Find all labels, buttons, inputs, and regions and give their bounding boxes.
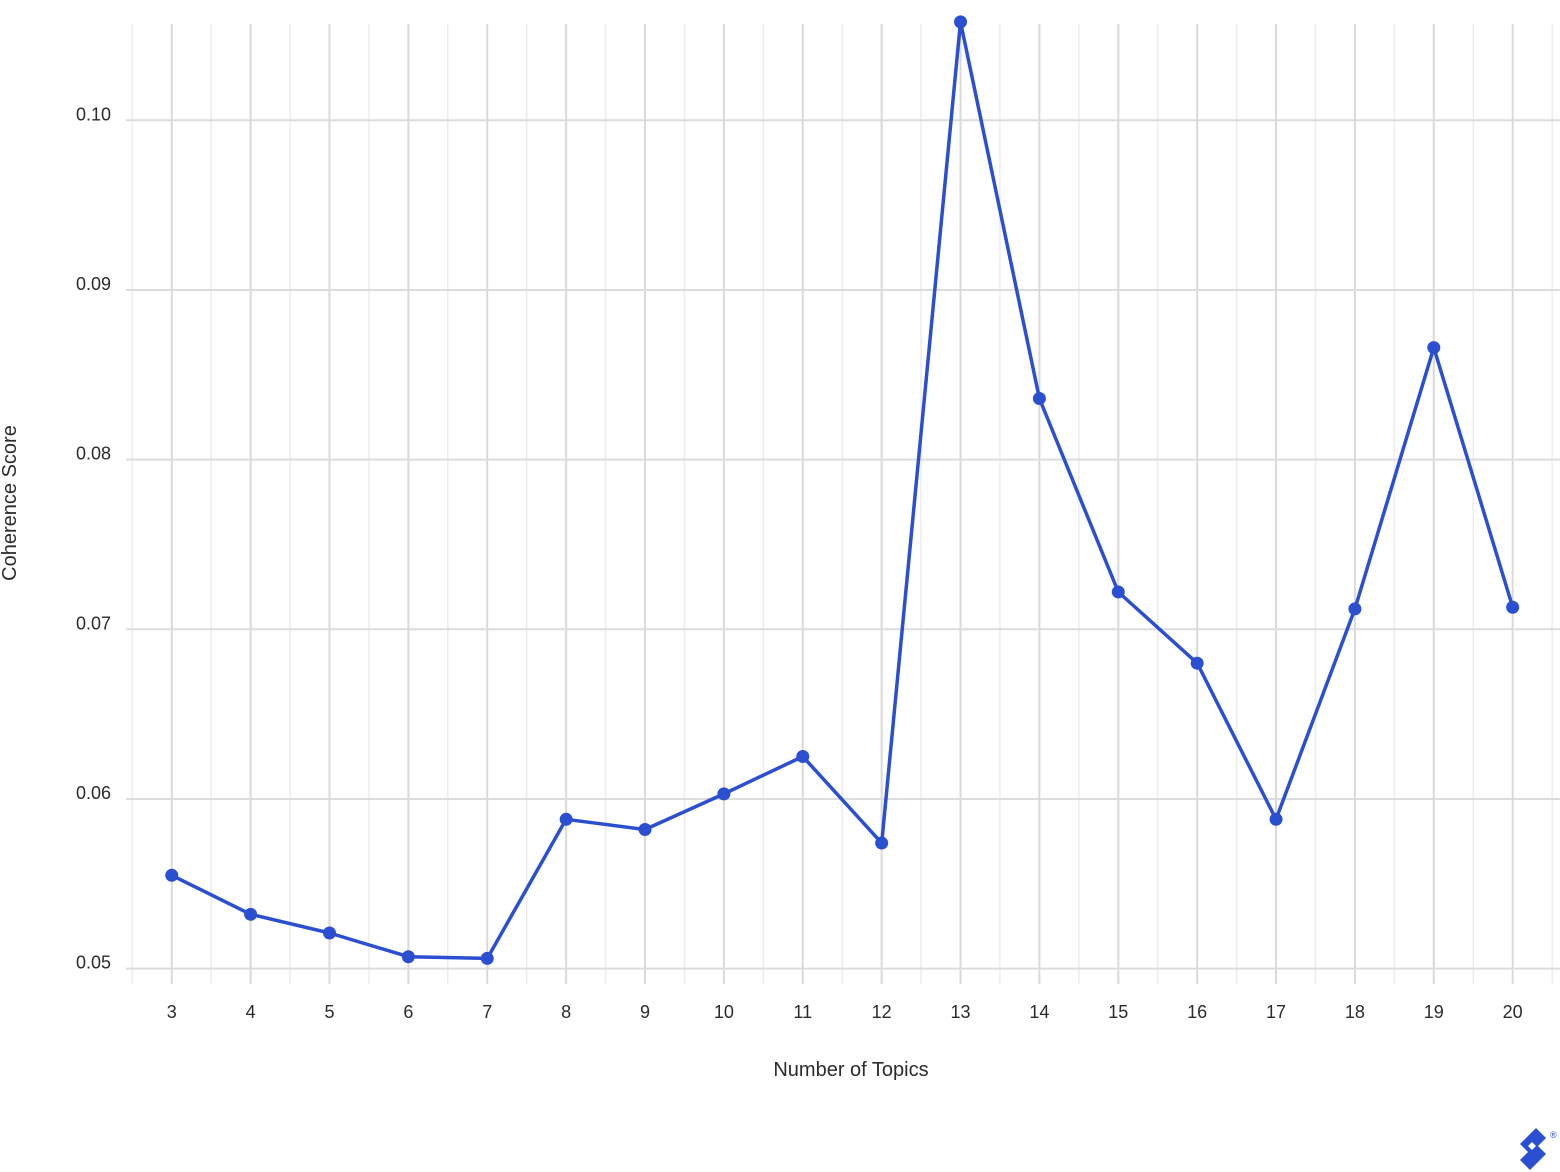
x-tick-label: 4	[246, 1002, 256, 1022]
x-tick-label: 12	[872, 1002, 892, 1022]
x-axis-ticks: 3 4 5 6 7 8 9 10 11 12 13 14 15 16 17 18 19 20	[167, 1002, 1523, 1022]
data-point	[1111, 585, 1125, 599]
grid	[126, 24, 1560, 984]
logo-mark	[1520, 1128, 1546, 1170]
data-point	[401, 950, 415, 964]
x-tick-label: 20	[1503, 1002, 1523, 1022]
y-tick-label: 0.08	[76, 444, 111, 464]
y-tick-label: 0.10	[76, 104, 111, 124]
x-tick-label: 19	[1424, 1002, 1444, 1022]
x-tick-label: 5	[324, 1002, 334, 1022]
x-tick-label: 10	[714, 1002, 734, 1022]
x-tick-label: 8	[561, 1002, 571, 1022]
x-tick-label: 14	[1029, 1002, 1049, 1022]
y-axis-title: Coherence Score	[0, 425, 21, 581]
y-tick-label: 0.07	[76, 613, 111, 633]
data-point	[954, 15, 968, 29]
x-axis-title: Number of Topics	[773, 1059, 928, 1081]
data-point	[323, 926, 337, 940]
x-tick-label: 16	[1187, 1002, 1207, 1022]
y-tick-label: 0.09	[76, 274, 111, 294]
data-point	[244, 907, 258, 921]
x-tick-label: 11	[793, 1002, 812, 1022]
toptal-logo-icon: ®	[1520, 1128, 1557, 1170]
y-tick-label: 0.06	[76, 783, 111, 803]
x-tick-label: 3	[167, 1002, 177, 1022]
data-point	[1190, 656, 1204, 670]
series-layer	[165, 15, 1520, 965]
x-tick-label: 9	[640, 1002, 650, 1022]
data-point	[796, 750, 810, 764]
x-tick-label: 18	[1345, 1002, 1365, 1022]
data-point	[1427, 341, 1441, 355]
data-point	[559, 812, 573, 826]
y-axis-ticks: 0.05 0.06 0.07 0.08 0.09 0.10	[76, 104, 111, 972]
data-point	[1032, 392, 1046, 406]
x-tick-label: 13	[951, 1002, 971, 1022]
data-point	[875, 836, 889, 850]
y-tick-label: 0.05	[76, 953, 111, 973]
x-tick-label: 17	[1266, 1002, 1286, 1022]
data-point	[1348, 602, 1362, 616]
data-point	[717, 787, 731, 801]
series-line	[170, 20, 1515, 961]
x-tick-label: 6	[403, 1002, 413, 1022]
data-point	[1506, 600, 1520, 614]
data-point	[480, 951, 494, 965]
x-tick-label: 7	[482, 1002, 492, 1022]
data-point	[1269, 812, 1283, 826]
data-point	[165, 868, 179, 882]
data-point	[638, 822, 652, 836]
x-tick-label: 15	[1108, 1002, 1128, 1022]
registered-mark: ®	[1550, 1130, 1557, 1140]
